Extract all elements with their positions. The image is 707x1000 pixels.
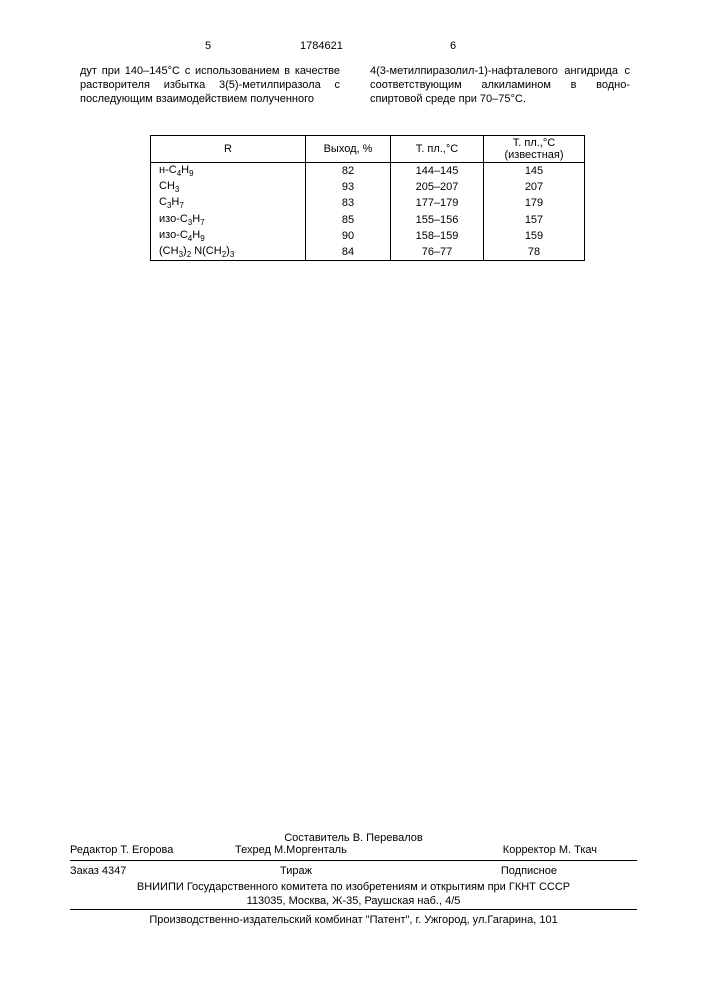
table-row: C3H7 83 177–179 179	[151, 195, 585, 211]
press-line: Производственно-издательский комбинат "П…	[70, 914, 637, 926]
cell-r: н-C4H9	[151, 163, 306, 180]
cell-yield: 83	[306, 195, 391, 211]
cell-r: (CH3)2 N(CH2)3	[151, 244, 306, 261]
cell-yield: 85	[306, 212, 391, 228]
tirazh-label: Тираж	[280, 865, 312, 877]
cell-mp: 158–159	[391, 228, 484, 244]
cell-mp: 177–179	[391, 195, 484, 211]
cell-mp: 155–156	[391, 212, 484, 228]
table-row: CH3 93 205–207 207	[151, 179, 585, 195]
cell-yield: 90	[306, 228, 391, 244]
page-number-left: 5	[205, 40, 211, 52]
corrector-label: Корректор М. Ткач	[503, 844, 597, 856]
divider-line	[70, 909, 637, 910]
page-number-right: 6	[450, 40, 456, 52]
results-table: R Выход, % Т. пл.,°С Т. пл.,°С (известна…	[150, 135, 585, 261]
patent-page: 5 1784621 6 дут при 140–145°С с использо…	[0, 0, 707, 1000]
col-header-r: R	[151, 136, 306, 163]
subscription-label: Подписное	[501, 865, 557, 877]
table-body: н-C4H9 82 144–145 145 CH3 93 205–207 207…	[151, 163, 585, 261]
techred-label: Техред М.Моргенталь	[235, 844, 347, 856]
credits-row: Редактор Т. Егорова Техред М.Моргенталь …	[70, 844, 637, 858]
footer-block: Составитель В. Перевалов Редактор Т. Его…	[70, 832, 637, 926]
org-line1: ВНИИПИ Государственного комитета по изоб…	[70, 881, 637, 893]
table-row: (CH3)2 N(CH2)3 84 76–77 78	[151, 244, 585, 261]
order-number: Заказ 4347	[70, 865, 126, 877]
cell-mp: 144–145	[391, 163, 484, 180]
cell-mp: 205–207	[391, 179, 484, 195]
order-row: Заказ 4347 Тираж Подписное	[70, 865, 637, 879]
document-number: 1784621	[300, 40, 343, 52]
cell-mp-known: 159	[484, 228, 585, 244]
cell-mp-known: 179	[484, 195, 585, 211]
right-column-text: 4(3-метилпиразолил-1)-нафталевого ангидр…	[370, 65, 630, 106]
table-header-row: R Выход, % Т. пл.,°С Т. пл.,°С (известна…	[151, 136, 585, 163]
org-line2: 113035, Москва, Ж-35, Раушская наб., 4/5	[70, 895, 637, 907]
col-header-yield: Выход, %	[306, 136, 391, 163]
cell-yield: 93	[306, 179, 391, 195]
cell-mp: 76–77	[391, 244, 484, 261]
cell-mp-known: 78	[484, 244, 585, 261]
left-column-text: дут при 140–145°С с использованием в кач…	[80, 65, 340, 106]
cell-mp-known: 157	[484, 212, 585, 228]
data-table-wrap: R Выход, % Т. пл.,°С Т. пл.,°С (известна…	[150, 135, 585, 261]
cell-yield: 84	[306, 244, 391, 261]
cell-r: C3H7	[151, 195, 306, 211]
cell-mp-known: 145	[484, 163, 585, 180]
cell-r: изо-C4H9	[151, 228, 306, 244]
cell-yield: 82	[306, 163, 391, 180]
table-row: изо-C4H9 90 158–159 159	[151, 228, 585, 244]
col-header-mp: Т. пл.,°С	[391, 136, 484, 163]
col-header-mp-known: Т. пл.,°С (известная)	[484, 136, 585, 163]
cell-r: CH3	[151, 179, 306, 195]
divider-line	[70, 860, 637, 861]
cell-mp-known: 207	[484, 179, 585, 195]
table-row: н-C4H9 82 144–145 145	[151, 163, 585, 180]
editor-label: Редактор Т. Егорова	[70, 844, 173, 856]
compiler-line: Составитель В. Перевалов	[70, 832, 637, 844]
cell-r: изо-C3H7	[151, 212, 306, 228]
table-row: изо-C3H7 85 155–156 157	[151, 212, 585, 228]
